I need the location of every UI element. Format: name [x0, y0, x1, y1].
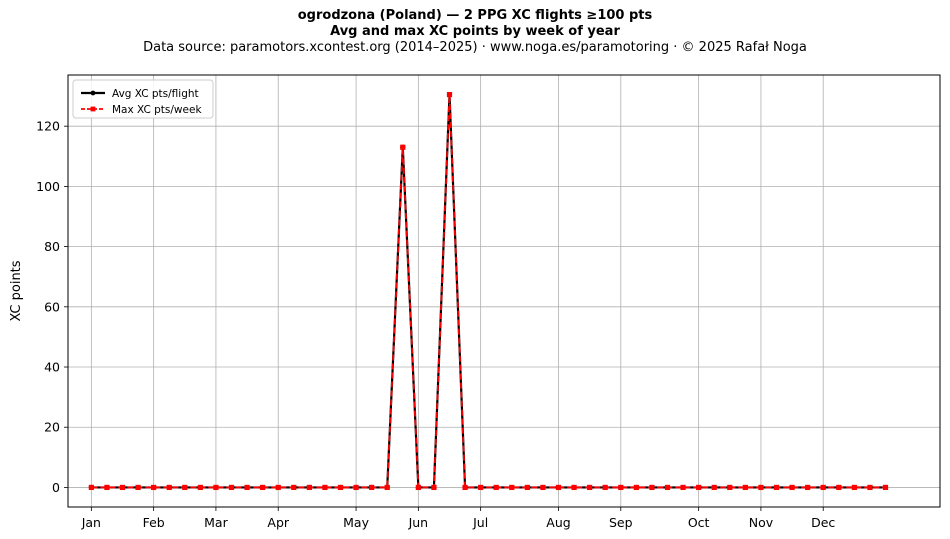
data-point [166, 484, 172, 491]
data-point [664, 484, 671, 491]
data-point [322, 484, 328, 491]
x-tick-label: Jun [408, 515, 429, 530]
data-point [228, 484, 235, 491]
data-point [88, 484, 94, 491]
y-tick-label: 40 [44, 360, 60, 375]
data-point [649, 484, 655, 491]
data-point [758, 484, 764, 491]
data-point [369, 484, 375, 491]
data-point [555, 484, 562, 491]
data-point [540, 484, 546, 491]
y-tick-label: 100 [36, 179, 60, 194]
data-point [571, 484, 577, 491]
data-point [462, 484, 468, 491]
data-point [742, 484, 748, 491]
data-point [197, 484, 203, 491]
legend-entry: Max XC pts/week [81, 104, 202, 116]
data-point [400, 144, 406, 150]
series-avg-xc-pts [88, 91, 889, 491]
data-point [602, 484, 608, 491]
data-point [104, 484, 110, 491]
x-axis: Jan Feb Mar Apr May Jun Jul Aug Sep Oct Nov Dec [81, 507, 835, 530]
data-point [291, 484, 297, 491]
data-point [805, 484, 811, 491]
data-point [524, 484, 530, 491]
data-point [384, 484, 390, 491]
data-point [478, 484, 484, 491]
chart-source: Data source: paramotors.xcontest.org (20… [143, 40, 807, 55]
y-tick-label: 120 [36, 119, 60, 134]
x-tick-label: Feb [143, 515, 165, 530]
y-axis: 0 20 40 60 80 100 120 [36, 119, 68, 495]
data-point [727, 484, 733, 491]
y-axis-label: XC points [9, 260, 24, 321]
x-tick-label: Jan [81, 515, 101, 530]
chart-title: ogrodzona (Poland) — 2 PPG XC flights ≥1… [297, 8, 653, 23]
x-tick-label: Apr [267, 515, 289, 530]
legend: Avg XC pts/flight Max XC pts/week [72, 79, 214, 119]
data-point [633, 484, 639, 491]
data-point [337, 484, 344, 491]
chart-titles: ogrodzona (Poland) — 2 PPG XC flights ≥1… [0, 8, 950, 56]
series-line [91, 93, 886, 489]
data-point [182, 484, 188, 491]
data-point [244, 484, 250, 491]
data-point [353, 484, 359, 491]
series-max-xc-pts [88, 91, 889, 491]
data-point [680, 484, 686, 491]
data-point [509, 484, 515, 491]
data-point [306, 484, 312, 491]
plot-frame [67, 74, 941, 508]
legend-label: Avg XC pts/flight [112, 88, 199, 100]
y-tick-label: 80 [44, 239, 60, 254]
data-point [213, 484, 219, 491]
x-tick-label: Nov [749, 515, 774, 530]
series-line [91, 93, 886, 489]
data-point [275, 484, 281, 491]
data-point [882, 484, 889, 491]
data-point [867, 484, 873, 491]
x-tick-label: Mar [204, 515, 228, 530]
legend-marker [90, 90, 96, 96]
data-point [446, 91, 453, 98]
data-point [773, 484, 780, 491]
data-point [135, 484, 141, 491]
legend-marker [90, 106, 96, 112]
x-tick-label: Dec [811, 515, 835, 530]
data-point [836, 484, 842, 491]
y-tick-label: 0 [52, 480, 60, 495]
data-point [851, 484, 857, 491]
data-point [711, 484, 717, 491]
legend-label: Max XC pts/week [112, 104, 202, 116]
legend-entry: Avg XC pts/flight [81, 88, 199, 100]
data-point [789, 484, 795, 491]
x-tick-label: Jul [472, 515, 488, 530]
grid-lines [68, 75, 940, 507]
series-group [88, 91, 889, 491]
y-tick-label: 20 [44, 420, 60, 435]
x-tick-label: May [343, 515, 369, 530]
data-point [618, 484, 624, 491]
chart-subtitle: Avg and max XC points by week of year [330, 24, 620, 39]
data-point [151, 484, 157, 491]
x-tick-label: Sep [609, 515, 633, 530]
x-tick-label: Oct [688, 515, 710, 530]
data-point [431, 484, 437, 491]
legend-box [72, 79, 214, 119]
x-tick-label: Aug [546, 515, 570, 530]
data-point [119, 484, 126, 491]
data-point [493, 484, 499, 491]
data-point [820, 484, 826, 491]
y-tick-label: 60 [44, 299, 60, 314]
data-point [415, 484, 421, 491]
data-point [587, 484, 593, 491]
data-point [260, 484, 266, 491]
data-point [696, 484, 702, 491]
